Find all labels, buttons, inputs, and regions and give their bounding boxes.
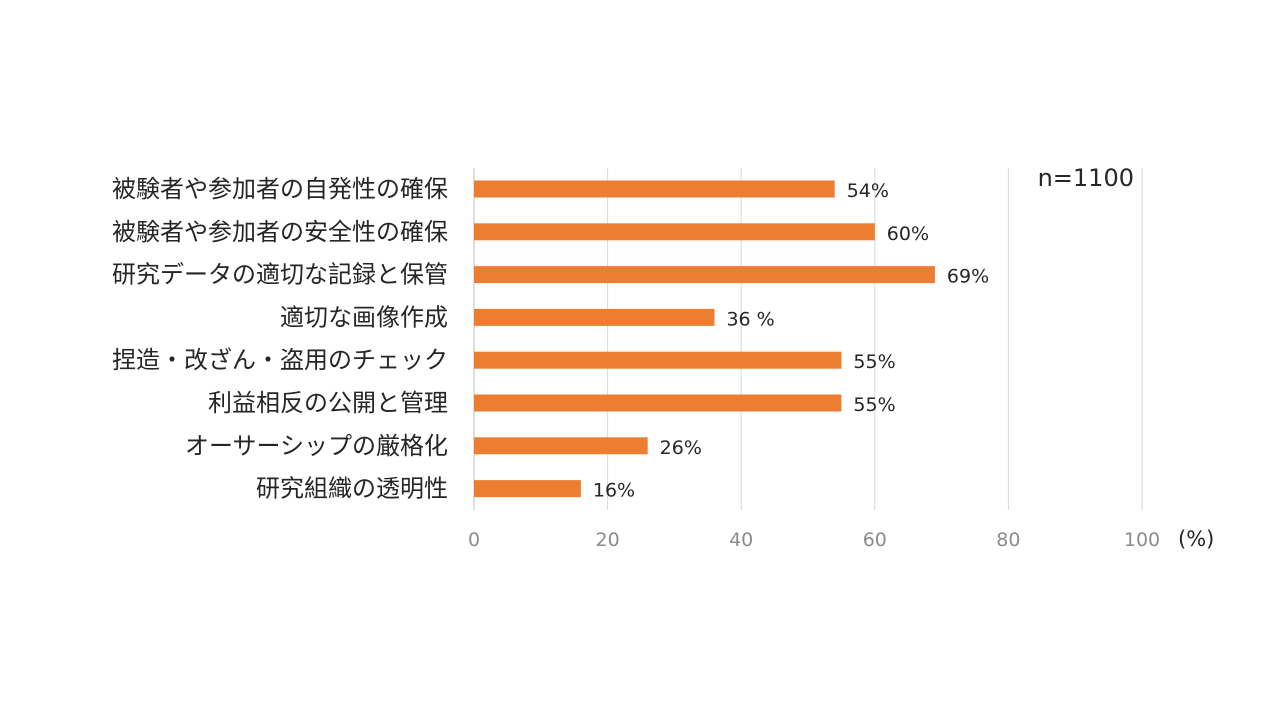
category-label: 捏造・改ざん・盗用のチェック bbox=[112, 346, 448, 374]
sample-size-annotation: n=1100 bbox=[1038, 164, 1134, 192]
category-label: 被験者や参加者の安全性の確保 bbox=[112, 218, 448, 246]
x-axis-tick-labels: 0 20 40 60 80 100 bbox=[468, 529, 1160, 551]
x-tick-label: 20 bbox=[596, 529, 620, 551]
bar bbox=[474, 266, 935, 284]
bar bbox=[474, 394, 842, 412]
data-label: 36 % bbox=[726, 308, 774, 330]
data-label: 26% bbox=[660, 437, 702, 459]
data-label: 55% bbox=[853, 351, 895, 373]
bar bbox=[474, 437, 648, 455]
category-label: 適切な画像作成 bbox=[280, 303, 448, 331]
data-label: 60% bbox=[887, 223, 929, 245]
category-label: 被験者や参加者の自発性の確保 bbox=[112, 175, 448, 203]
category-label: 研究組織の透明性 bbox=[256, 475, 448, 503]
category-labels: 被験者や参加者の自発性の確保被験者や参加者の安全性の確保研究データの適切な記録と… bbox=[112, 175, 448, 503]
x-tick-label: 100 bbox=[1124, 529, 1160, 551]
bar bbox=[474, 480, 581, 498]
x-tick-label: 60 bbox=[863, 529, 887, 551]
grid-lines bbox=[473, 168, 1143, 510]
bar bbox=[474, 180, 835, 198]
data-label: 69% bbox=[947, 266, 989, 288]
data-labels: 54% 60% 69% 36 % 55% 55% 26% 16% bbox=[593, 180, 989, 502]
bar bbox=[474, 223, 875, 241]
data-label: 16% bbox=[593, 480, 635, 502]
category-label: オーサーシップの厳格化 bbox=[185, 432, 448, 460]
category-label: 利益相反の公開と管理 bbox=[208, 389, 448, 417]
x-tick-label: 80 bbox=[996, 529, 1020, 551]
bar bbox=[474, 308, 715, 326]
x-axis-unit-label: (%) bbox=[1178, 527, 1214, 551]
bars bbox=[474, 180, 935, 498]
x-tick-label: 0 bbox=[468, 529, 480, 551]
x-tick-label: 40 bbox=[729, 529, 753, 551]
bar bbox=[474, 351, 842, 369]
category-label: 研究データの適切な記録と保管 bbox=[112, 261, 448, 289]
data-label: 55% bbox=[853, 394, 895, 416]
data-label: 54% bbox=[847, 180, 889, 202]
